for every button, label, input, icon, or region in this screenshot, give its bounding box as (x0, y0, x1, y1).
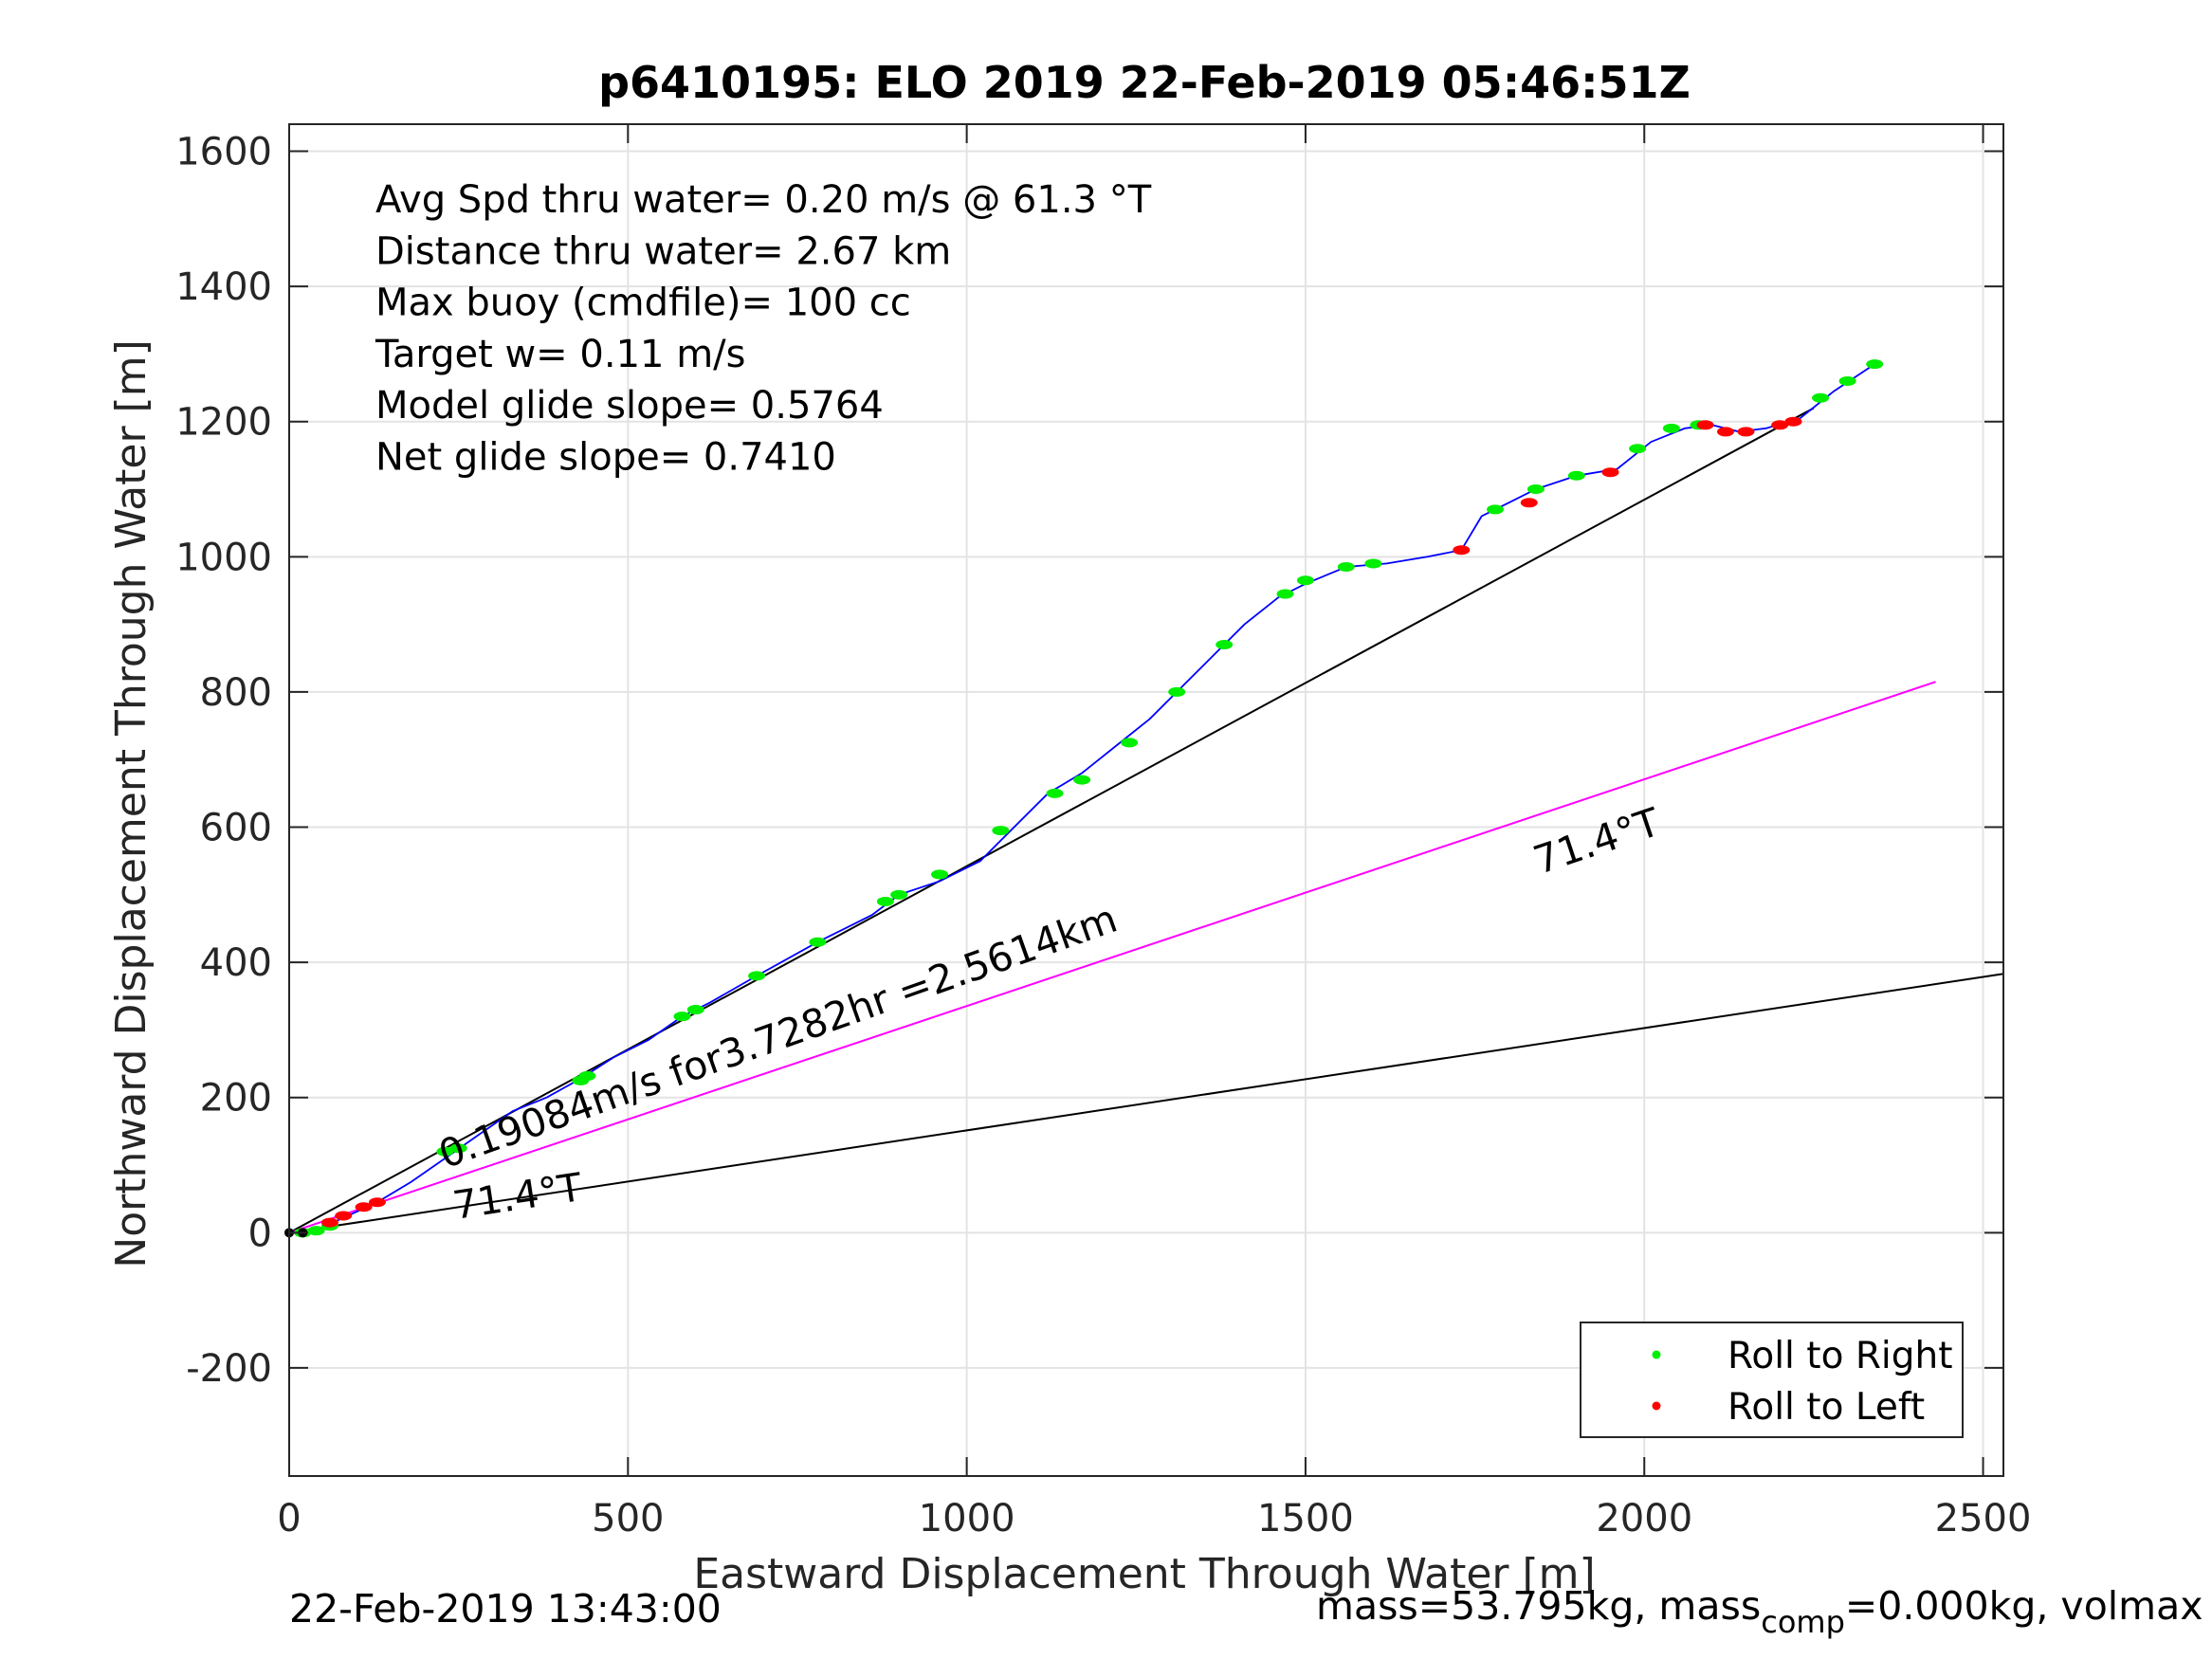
grid-lines (288, 124, 2003, 1476)
reference-lines (288, 407, 2004, 1234)
y-tick-label: -200 (186, 1347, 272, 1391)
roll-left-marker (1717, 427, 1735, 437)
legend-label: Roll to Left (1728, 1386, 1925, 1429)
roll-right-marker (1662, 423, 1680, 433)
x-tick-label: 1000 (919, 1497, 1015, 1540)
roll-left-marker (335, 1211, 353, 1221)
x-tick-label: 1500 (1257, 1497, 1354, 1540)
roll-left-marker (1771, 420, 1789, 430)
roll-left-marker (1696, 420, 1714, 430)
line-label: 0.19084m/s for3.7282hr =2.5614km (433, 896, 1124, 1177)
roll-right-marker (449, 1143, 467, 1154)
roll-left-marker (355, 1202, 373, 1212)
roll-right-marker (876, 896, 894, 906)
annotation-line: Net glide slope= 0.7410 (375, 436, 836, 480)
roll-right-marker (686, 1005, 704, 1015)
y-tick-label: 1400 (175, 265, 272, 309)
roll-right-marker (307, 1226, 325, 1236)
roll-right-marker (1838, 375, 1856, 386)
roll-right-marker (1216, 640, 1234, 650)
roll-right-marker (1812, 392, 1830, 403)
tick-labels: 0 500 1000 1500 2000 2500 -200 0 200 400 600 800 100… (175, 131, 2031, 1540)
reference-line-heading-71.4-black (288, 973, 2004, 1234)
roll-right-marker (578, 1070, 596, 1081)
mass-subscript: comp (1761, 1604, 1845, 1640)
x-tick-label: 2500 (1935, 1497, 2032, 1540)
y-axis-label: Northward Displacement Through Water [m] (107, 339, 155, 1267)
legend-label: Roll to Right (1728, 1335, 1953, 1377)
roll-right-marker (748, 971, 766, 981)
x-tick-label: 2000 (1596, 1497, 1692, 1540)
annotation-line: Max buoy (cmdfile)= 100 cc (375, 282, 911, 325)
roll-right-marker (992, 826, 1010, 836)
roll-right-marker (890, 889, 908, 900)
axes-box (288, 123, 2004, 1477)
x-axis-label: Eastward Displacement Through Water [m] (693, 1550, 1595, 1598)
roll-right-marker (1487, 504, 1505, 515)
roll-right-marker (436, 1146, 454, 1157)
legend: Roll to Right Roll to Left (1580, 1322, 1964, 1438)
roll-right-marker (809, 937, 827, 947)
annotation-block: Avg Spd thru water= 0.20 m/s @ 61.3 °T Di… (375, 178, 1152, 480)
y-tick-label: 1000 (175, 536, 272, 579)
roll-right-marker (1168, 686, 1186, 697)
y-tick-label: 200 (200, 1077, 272, 1121)
footer-mass-info: mass=53.795kg, masscomp=0.000kg, volmax (1316, 1583, 2203, 1640)
y-tick-label: 800 (200, 671, 272, 715)
y-tick-label: 0 (248, 1212, 272, 1255)
roll-left-marker (1601, 467, 1619, 478)
roll-left-marker (368, 1197, 386, 1208)
reference-line-heading-71.4-magenta (288, 681, 1936, 1234)
roll-right-marker (1046, 788, 1064, 798)
annotation-line: Target w= 0.11 m/s (375, 333, 745, 376)
legend-marker (1652, 1401, 1661, 1411)
roll-right-marker (1364, 558, 1382, 569)
track-line (289, 363, 1875, 1234)
roll-right-marker (1337, 562, 1355, 573)
track-path (289, 363, 1875, 1234)
x-tick-label: 500 (592, 1497, 664, 1540)
chart-title: p6410195: ELO 2019 22-Feb-2019 05:46:51Z (598, 57, 1691, 108)
roll-right-marker (1073, 775, 1091, 785)
annotation-line: Avg Spd thru water= 0.20 m/s @ 61.3 °T (375, 178, 1152, 222)
reference-line-track-fit (288, 407, 1815, 1234)
footer-timestamp: 22-Feb-2019 13:43:00 (289, 1586, 722, 1632)
roll-right-marker (931, 869, 949, 880)
roll-right-marker (1526, 484, 1545, 495)
roll-left-marker (320, 1217, 338, 1228)
y-tick-label: 600 (200, 807, 272, 850)
roll-right-marker (1121, 738, 1139, 748)
roll-right-marker (1567, 470, 1585, 481)
roll-left-marker (1784, 416, 1802, 427)
axes-frame (288, 123, 2004, 1477)
roll-right-marker (1296, 575, 1314, 586)
legend-marker (1652, 1350, 1661, 1359)
roll-right-marker (673, 1012, 691, 1022)
roll-left-marker (1520, 498, 1538, 508)
roll-left-marker (1453, 545, 1471, 556)
roll-right-marker (1866, 359, 1884, 370)
x-tick-label: 0 (277, 1497, 301, 1540)
mass-suffix: =0.000kg, volmax (1844, 1583, 2203, 1629)
annotation-line: Distance thru water= 2.67 km (375, 229, 951, 273)
roll-left-marker (1737, 427, 1755, 437)
mass-prefix: mass=53.795kg, mass (1316, 1583, 1762, 1629)
y-tick-label: 1200 (175, 401, 272, 445)
line-labels: 0.19084m/s for3.7282hr =2.5614km71.4°T71… (433, 799, 1667, 1229)
annotation-line: Model glide slope= 0.5764 (375, 384, 884, 428)
roll-right-marker (1629, 444, 1647, 454)
y-tick-label: 400 (200, 941, 272, 985)
roll-markers (284, 359, 1884, 1238)
legend-box (1580, 1322, 1964, 1438)
y-tick-label: 1600 (175, 131, 272, 174)
roll-right-marker (1276, 589, 1294, 599)
line-label: 71.4°T (449, 1164, 585, 1229)
